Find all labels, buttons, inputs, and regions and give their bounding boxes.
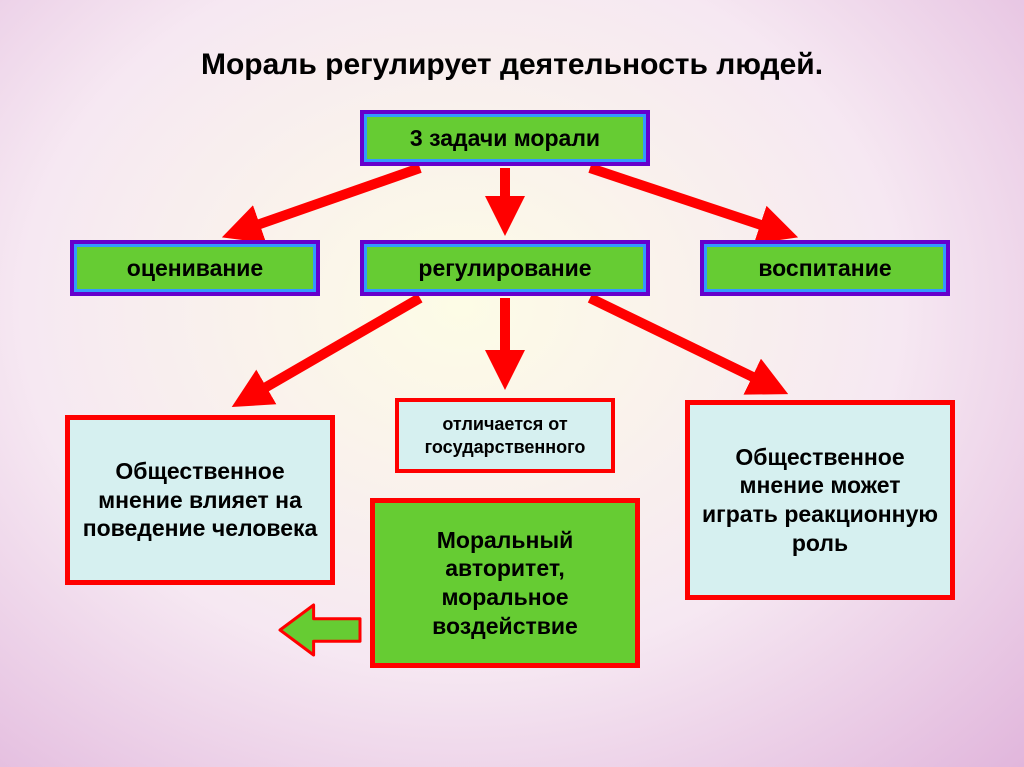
box-evaluation-label: оценивание — [127, 254, 263, 283]
box-differs-label: отличается от государственного — [409, 413, 601, 458]
box-opinion-influence-label: Общественное мнение влияет на поведение … — [80, 457, 320, 543]
page-title: Мораль регулирует деятельность людей. — [0, 48, 1024, 82]
box-evaluation: оценивание — [70, 240, 320, 296]
box-opinion-influence: Общественное мнение влияет на поведение … — [65, 415, 335, 585]
box-education: воспитание — [700, 240, 950, 296]
box-opinion-reaction-label: Общественное мнение может играть реакцио… — [700, 443, 940, 558]
arrow — [239, 168, 420, 231]
box-differs: отличается от государственного — [395, 398, 615, 473]
block-arrow-left-icon — [280, 605, 360, 655]
arrow — [590, 298, 772, 386]
arrow — [247, 298, 420, 398]
box-authority-label: Моральный авторитет, моральное воздейств… — [385, 526, 625, 641]
box-education-label: воспитание — [758, 254, 891, 283]
box-authority: Моральный авторитет, моральное воздейств… — [370, 498, 640, 668]
box-root: 3 задачи морали — [360, 110, 650, 166]
arrow — [590, 168, 781, 232]
box-regulation-label: регулирование — [418, 254, 591, 283]
box-root-label: 3 задачи морали — [410, 124, 600, 153]
box-opinion-reaction: Общественное мнение может играть реакцио… — [685, 400, 955, 600]
box-regulation: регулирование — [360, 240, 650, 296]
